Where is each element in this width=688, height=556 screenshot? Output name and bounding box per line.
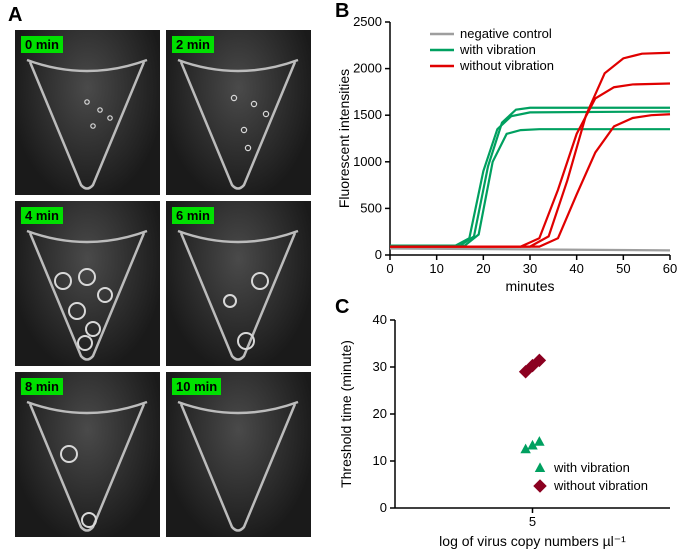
time-tag: 4 min	[21, 207, 63, 224]
svg-text:500: 500	[360, 200, 382, 215]
svg-text:2000: 2000	[353, 61, 382, 76]
panel-a-letter: A	[8, 4, 22, 27]
svg-text:2500: 2500	[353, 14, 382, 29]
time-tag: 6 min	[172, 207, 214, 224]
svg-text:minutes: minutes	[505, 278, 554, 294]
svg-text:10: 10	[429, 261, 443, 276]
panel-a-tile: 10 min	[166, 372, 311, 537]
panel-b: 0 500 1000 1500 2000 2500 0 10 20 30 40 50 60 minutes…	[335, 10, 680, 295]
svg-text:with vibration: with vibration	[459, 42, 536, 57]
svg-text:1000: 1000	[353, 154, 382, 169]
panel-a: 0 min 2 min 4 min 6 min 8 min 10 min	[15, 30, 315, 543]
panel-c: 0 10 20 30 40 5 log of virus copy numbers µl⁻¹…	[335, 300, 680, 550]
time-tag: 8 min	[21, 378, 63, 395]
panel-b-chart: 0 500 1000 1500 2000 2500 0 10 20 30 40 50 60 minutes…	[335, 10, 680, 295]
panel-a-tile: 8 min	[15, 372, 160, 537]
panel-a-tile: 6 min	[166, 201, 311, 366]
svg-text:0: 0	[375, 247, 382, 262]
svg-text:0: 0	[380, 500, 387, 515]
time-tag: 0 min	[21, 36, 63, 53]
svg-text:20: 20	[476, 261, 490, 276]
svg-text:20: 20	[373, 406, 387, 421]
svg-text:50: 50	[616, 261, 630, 276]
svg-text:negative control: negative control	[460, 26, 552, 41]
time-tag: 10 min	[172, 378, 221, 395]
svg-text:1500: 1500	[353, 107, 382, 122]
panel-a-tile: 0 min	[15, 30, 160, 195]
time-tag: 2 min	[172, 36, 214, 53]
svg-text:30: 30	[523, 261, 537, 276]
svg-text:40: 40	[569, 261, 583, 276]
panel-a-tile: 2 min	[166, 30, 311, 195]
svg-text:without vibration: without vibration	[459, 58, 554, 73]
panel-c-chart: 0 10 20 30 40 5 log of virus copy numbers µl⁻¹…	[335, 300, 680, 550]
svg-text:with vibration: with vibration	[553, 460, 630, 475]
svg-text:0: 0	[386, 261, 393, 276]
svg-text:5: 5	[529, 514, 536, 529]
svg-text:without vibration: without vibration	[553, 478, 648, 493]
svg-text:30: 30	[373, 359, 387, 374]
svg-text:Threshold time (minute): Threshold time (minute)	[338, 340, 354, 488]
panel-a-tile: 4 min	[15, 201, 160, 366]
svg-text:Fluorescent intensities: Fluorescent intensities	[336, 69, 352, 208]
svg-text:40: 40	[373, 312, 387, 327]
svg-text:10: 10	[373, 453, 387, 468]
svg-text:60: 60	[663, 261, 677, 276]
svg-text:log of virus copy numbers µl⁻¹: log of virus copy numbers µl⁻¹	[439, 533, 626, 549]
